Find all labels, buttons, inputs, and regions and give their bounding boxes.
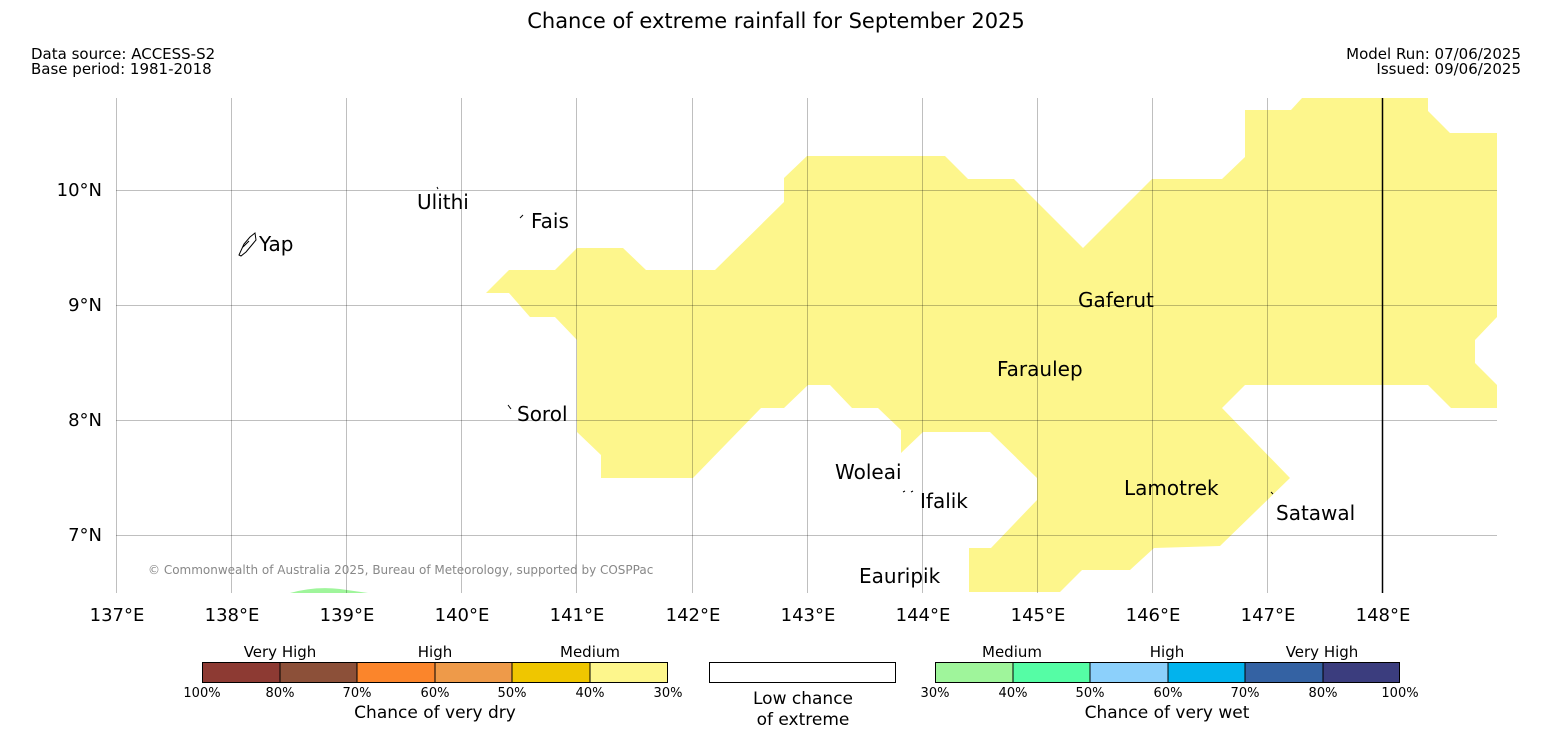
dry-swatch-100-80 [202, 662, 280, 683]
model-run-text: Model Run: 07/06/2025 [1346, 45, 1521, 63]
neutral-legend: Low chance of extreme [709, 662, 896, 730]
medium-dry-region [486, 98, 1497, 592]
wet-swatch-70-80 [1245, 662, 1323, 683]
sorol-atoll-shape [507, 404, 512, 410]
wet-legend-caption: Chance of very wet [1085, 703, 1250, 723]
place-label-sorol: Sorol [517, 402, 568, 426]
satawal-island-shape [1270, 491, 1274, 495]
lon-label-140e: 140°E [435, 605, 490, 626]
wet-tick-50: 50% [1076, 686, 1105, 701]
neutral-swatch [709, 662, 896, 683]
dry-legend-group-very-high: Very High [244, 643, 317, 661]
wet-legend-group-high: High [1150, 643, 1184, 661]
dry-tick-30: 30% [654, 686, 683, 701]
wet-swatch-60-70 [1168, 662, 1245, 683]
lat-label-10n: 10°N [57, 180, 102, 201]
place-label-gaferut: Gaferut [1078, 288, 1154, 312]
place-label-ifalik: Ifalik [920, 489, 968, 513]
place-label-woleai: Woleai [835, 460, 902, 484]
dry-legend-caption: Chance of very dry [354, 703, 516, 723]
lon-label-147e: 147°E [1241, 605, 1296, 626]
lon-label-148e: 148°E [1356, 605, 1411, 626]
ulithi-atoll-shape [436, 186, 439, 190]
place-label-lamotrek: Lamotrek [1124, 476, 1219, 500]
base-period-text: Base period: 1981-2018 [31, 60, 212, 78]
yap-island-shape [238, 232, 257, 257]
wet-tick-60: 60% [1154, 686, 1183, 701]
wet-swatch-80-100 [1323, 662, 1400, 683]
dry-legend: Very High High Medium 100% 80% 70% 60% 5… [183, 643, 682, 723]
dry-tick-70: 70% [343, 686, 372, 701]
ifalik-atoll-shape [902, 490, 914, 493]
wet-legend-group-very-high: Very High [1286, 643, 1359, 661]
wet-tick-70: 70% [1231, 686, 1260, 701]
copyright-notice: © Commonwealth of Australia 2025, Bureau… [148, 563, 653, 577]
wet-swatch-40-50 [1013, 662, 1090, 683]
dry-swatch-50-40 [512, 662, 590, 683]
issued-date-text: Issued: 09/06/2025 [1376, 60, 1521, 78]
place-label-faraulep: Faraulep [997, 357, 1083, 381]
dry-tick-100: 100% [183, 686, 220, 701]
data-source-text: Data source: ACCESS-S2 [31, 45, 216, 63]
neutral-legend-caption-line2: of extreme [757, 710, 850, 730]
neutral-legend-caption-line1: Low chance [753, 689, 853, 709]
medium-wet-region [290, 588, 368, 593]
fais-island-shape [519, 214, 524, 219]
lon-label-141e: 141°E [550, 605, 605, 626]
lon-label-146e: 146°E [1126, 605, 1181, 626]
dry-swatch-80-70 [280, 662, 357, 683]
dry-legend-group-high: High [418, 643, 452, 661]
gridlines [116, 98, 1497, 593]
lat-label-7n: 7°N [68, 525, 102, 546]
place-label-ulithi: Ulithi [417, 190, 469, 214]
lon-label-143e: 143°E [781, 605, 836, 626]
dry-tick-40: 40% [576, 686, 605, 701]
place-label-eauripik: Eauripik [859, 564, 941, 588]
place-label-fais: Fais [531, 209, 569, 233]
wet-tick-100: 100% [1381, 686, 1418, 701]
dry-tick-60: 60% [421, 686, 450, 701]
island-outlines [238, 186, 1274, 495]
dry-tick-80: 80% [266, 686, 295, 701]
wet-tick-40: 40% [999, 686, 1028, 701]
lat-label-8n: 8°N [68, 410, 102, 431]
dry-swatch-70-60 [357, 662, 435, 683]
dry-legend-group-medium: Medium [560, 643, 620, 661]
lon-label-138e: 138°E [205, 605, 260, 626]
lat-label-9n: 9°N [68, 295, 102, 316]
dry-tick-50: 50% [498, 686, 527, 701]
lon-label-139e: 139°E [320, 605, 375, 626]
wet-swatch-50-60 [1090, 662, 1168, 683]
lon-label-137e: 137°E [90, 605, 145, 626]
dry-swatch-60-50 [435, 662, 512, 683]
lon-label-142e: 142°E [666, 605, 721, 626]
dry-swatch-40-30 [590, 662, 668, 683]
place-label-yap: Yap [258, 232, 293, 256]
lon-label-144e: 144°E [896, 605, 951, 626]
wet-legend: Medium High Very High 30% 40% 50% 60% 70… [921, 643, 1419, 723]
wet-swatch-30-40 [935, 662, 1013, 683]
wet-legend-group-medium: Medium [982, 643, 1042, 661]
wet-tick-30: 30% [921, 686, 950, 701]
wet-tick-80: 80% [1309, 686, 1338, 701]
lon-label-145e: 145°E [1011, 605, 1066, 626]
map-title: Chance of extreme rainfall for September… [527, 9, 1025, 33]
place-label-satawal: Satawal [1276, 501, 1355, 525]
